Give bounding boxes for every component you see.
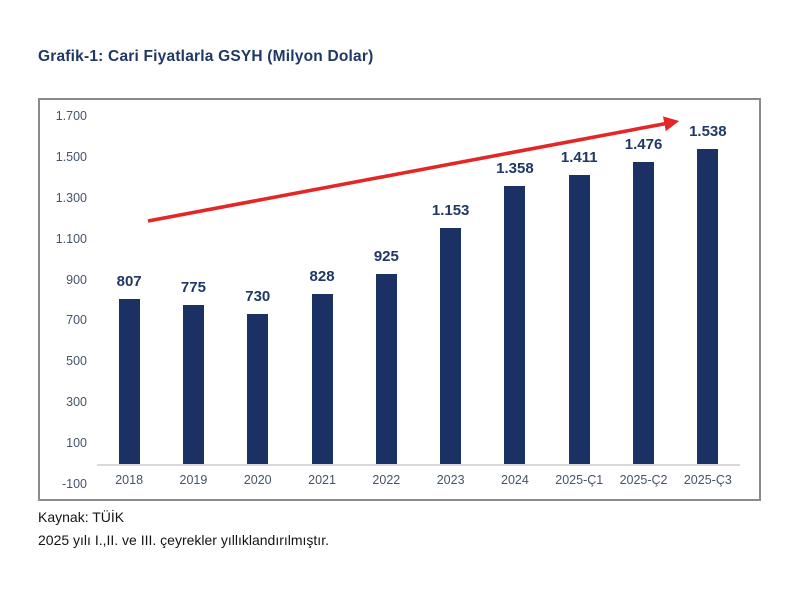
bar-value-label: 925 bbox=[373, 248, 399, 266]
bar-value-label: 828 bbox=[309, 268, 335, 286]
source-note: Kaynak: TÜİK bbox=[38, 509, 125, 525]
y-axis-tick-label: 900 bbox=[66, 272, 87, 287]
chart-frame: 1.700 1.500 1.300 1.100 900 700 500 300 100 -100 8… bbox=[38, 98, 761, 501]
bar-value-label: 1.476 bbox=[624, 135, 663, 153]
x-axis-category-label: 2025-Ç1 bbox=[555, 472, 604, 487]
bar bbox=[633, 161, 655, 464]
bar-value-label: 1.153 bbox=[431, 201, 470, 219]
bar-value-label: 730 bbox=[245, 288, 271, 306]
bar bbox=[118, 298, 140, 464]
bar-value-label: 1.411 bbox=[560, 149, 598, 167]
bar-value-label: 1.538 bbox=[689, 123, 727, 141]
bar bbox=[311, 294, 333, 464]
bar bbox=[182, 305, 204, 464]
y-axis-tick-label: 700 bbox=[66, 313, 87, 328]
y-axis-tick-label: 100 bbox=[66, 436, 87, 451]
y-axis-tick-label: 300 bbox=[66, 395, 87, 410]
footnote: 2025 yılı I.,II. ve III. çeyrekler yıllı… bbox=[38, 532, 329, 548]
x-axis-category-label: 2020 bbox=[243, 472, 272, 487]
y-axis-tick-label: 1.500 bbox=[55, 149, 87, 164]
x-axis-category-label: 2025-Ç2 bbox=[619, 472, 668, 487]
bar bbox=[440, 227, 462, 464]
x-axis-category-label: 2025-Ç3 bbox=[683, 472, 732, 487]
bar bbox=[697, 149, 719, 464]
x-axis-category-label: 2021 bbox=[308, 472, 336, 487]
y-axis-tick-label: 1.700 bbox=[55, 109, 87, 123]
bar-value-label: 775 bbox=[180, 279, 206, 297]
y-axis-tick-label: 500 bbox=[66, 354, 87, 369]
bar bbox=[568, 175, 590, 464]
x-axis-line bbox=[97, 463, 740, 466]
bar-value-label: 1.358 bbox=[496, 159, 534, 177]
y-axis-tick-label: 1.100 bbox=[55, 231, 87, 246]
x-axis-category-label: 2023 bbox=[436, 472, 465, 487]
bar bbox=[247, 314, 269, 464]
x-axis-category-label: 2022 bbox=[372, 472, 401, 487]
y-axis-tick-label: 1.300 bbox=[55, 190, 87, 205]
chart-title: Grafik-1: Cari Fiyatlarla GSYH (Milyon D… bbox=[38, 48, 374, 65]
x-axis-category-label: 2024 bbox=[501, 472, 529, 487]
bar bbox=[504, 185, 526, 464]
bar bbox=[375, 274, 397, 464]
y-axis-tick-label: -100 bbox=[61, 477, 87, 491]
x-axis-category-label: 2019 bbox=[179, 472, 208, 487]
x-axis-category-label: 2018 bbox=[115, 472, 144, 487]
bar-value-label: 807 bbox=[116, 272, 142, 290]
